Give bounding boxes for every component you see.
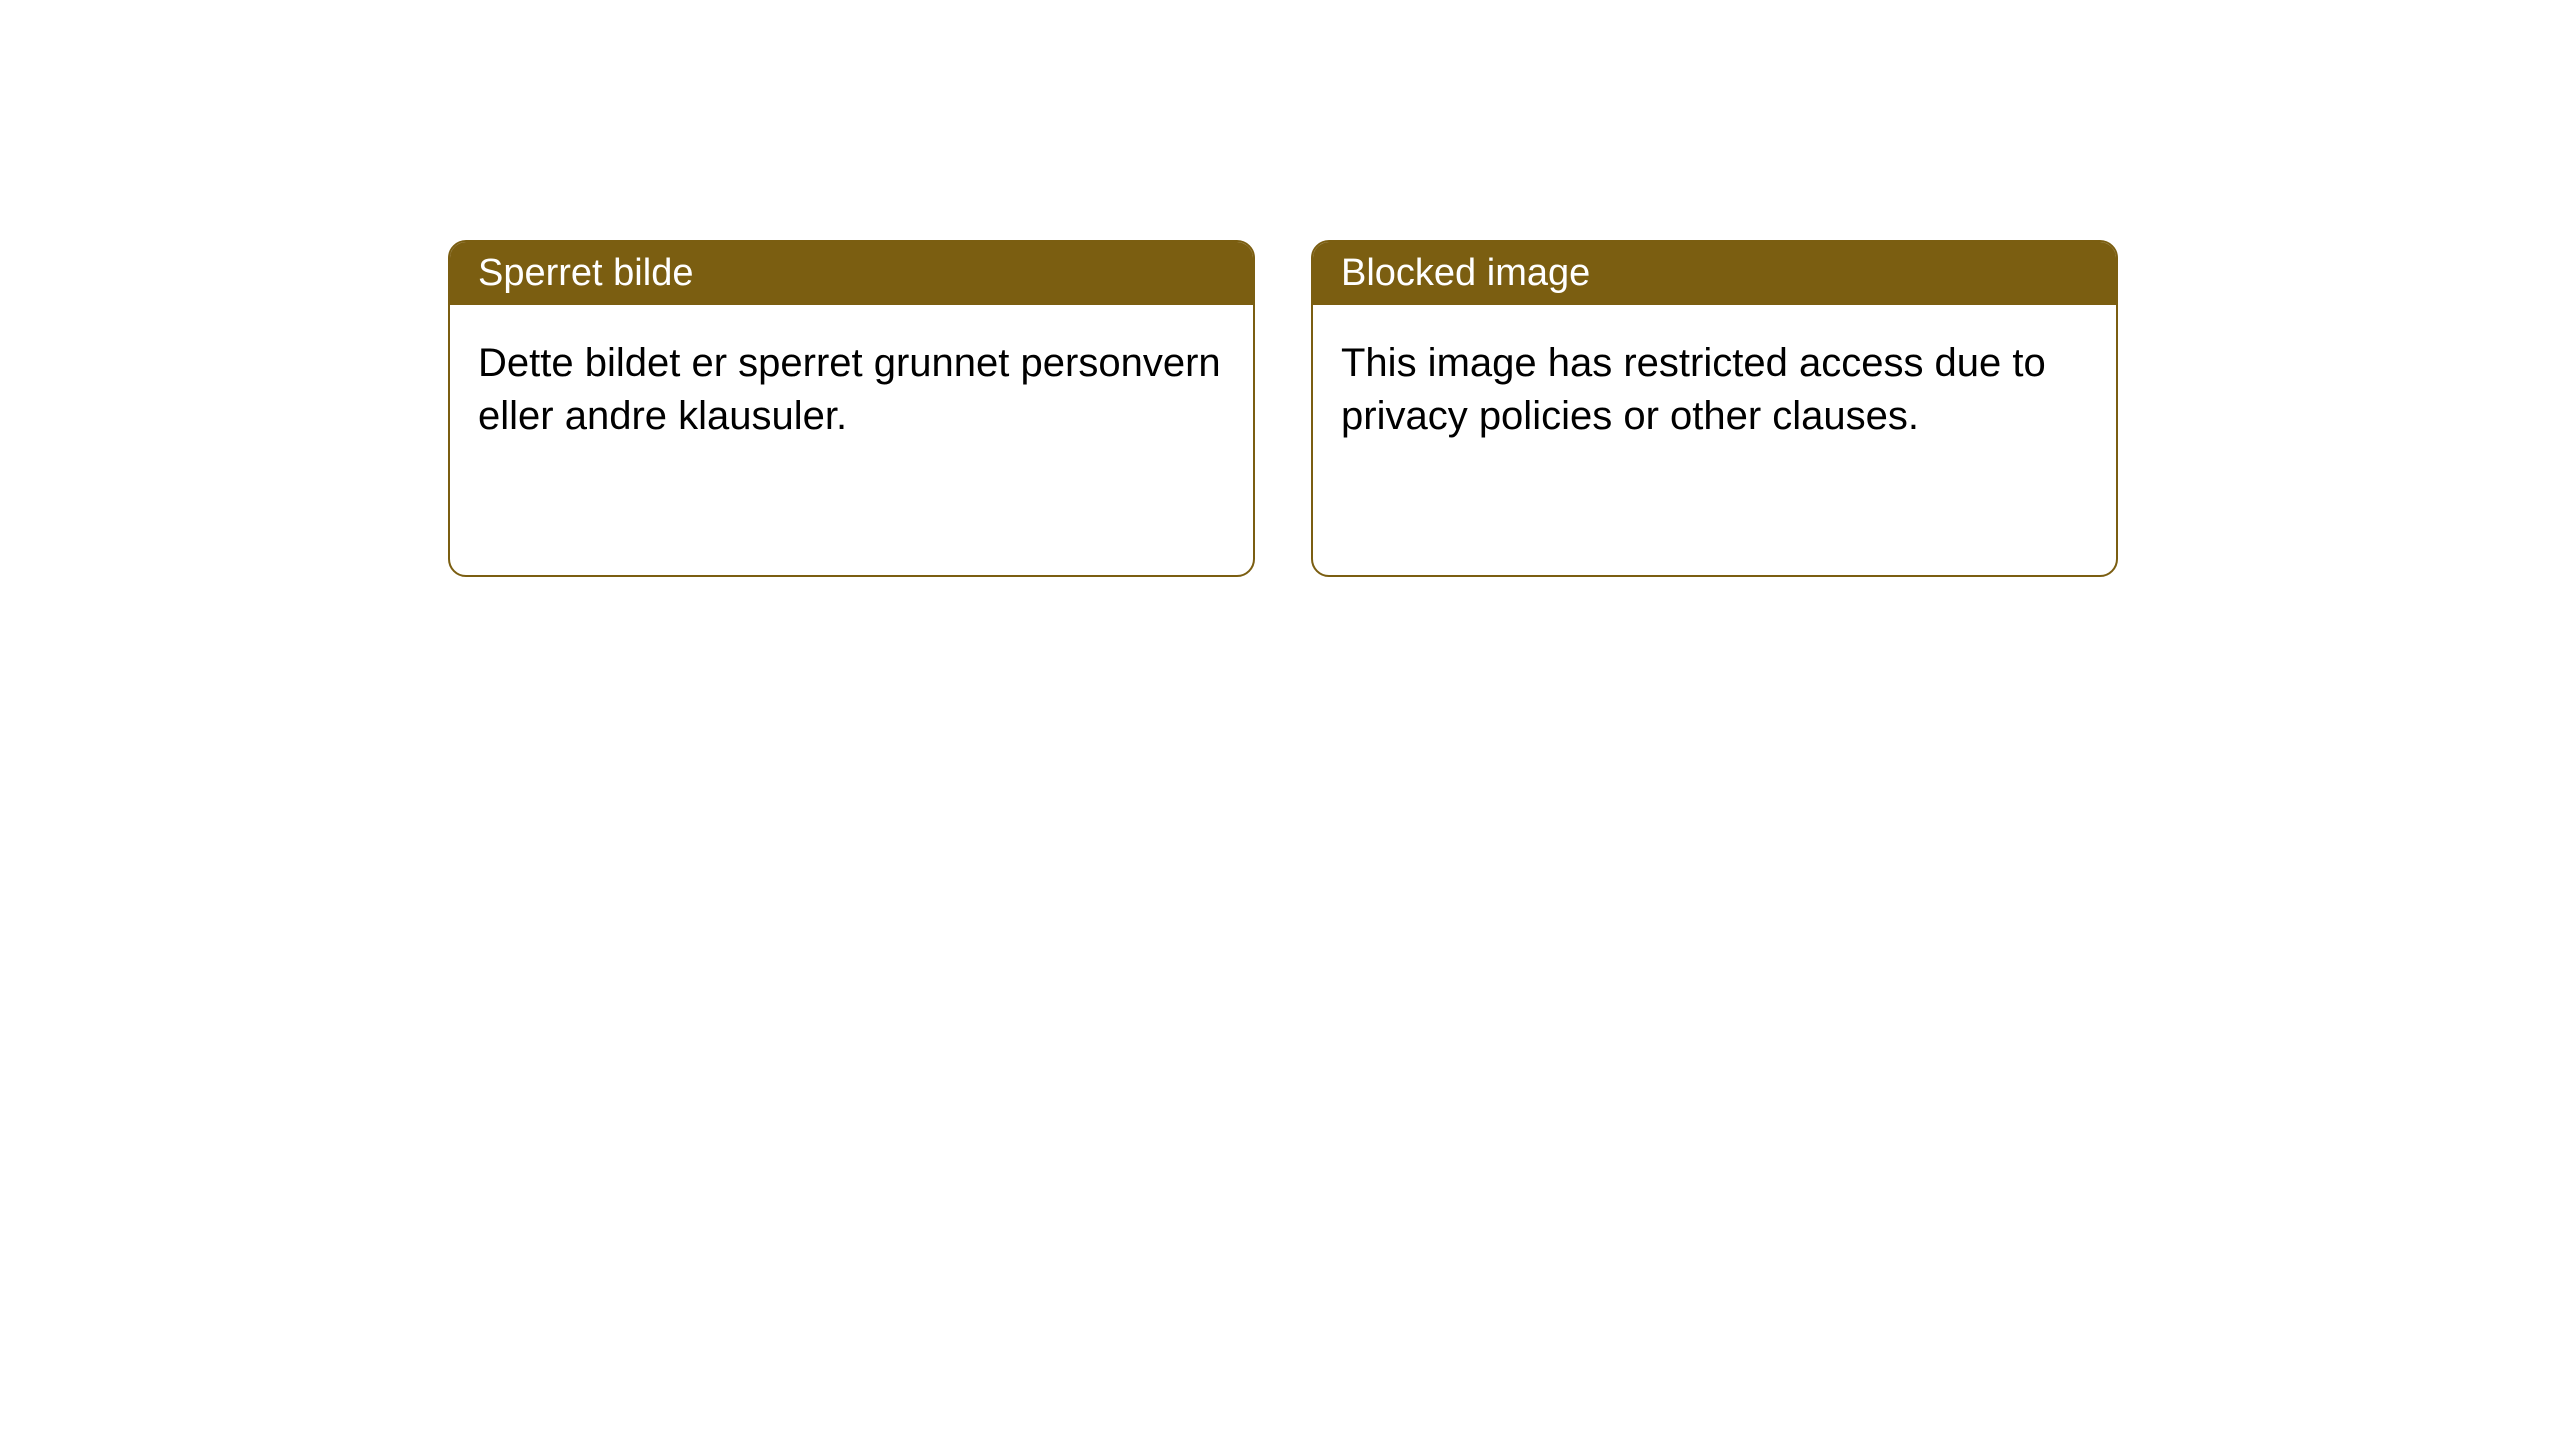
card-body: This image has restricted access due to …: [1313, 305, 2116, 575]
notice-container: Sperret bilde Dette bildet er sperret gr…: [0, 0, 2560, 577]
blocked-image-card-norwegian: Sperret bilde Dette bildet er sperret gr…: [448, 240, 1255, 577]
card-body-text: Dette bildet er sperret grunnet personve…: [478, 341, 1221, 438]
card-body-text: This image has restricted access due to …: [1341, 341, 2046, 438]
card-header: Blocked image: [1313, 242, 2116, 305]
card-title: Sperret bilde: [478, 252, 693, 294]
card-header: Sperret bilde: [450, 242, 1253, 305]
card-body: Dette bildet er sperret grunnet personve…: [450, 305, 1253, 575]
card-title: Blocked image: [1341, 252, 1590, 294]
blocked-image-card-english: Blocked image This image has restricted …: [1311, 240, 2118, 577]
